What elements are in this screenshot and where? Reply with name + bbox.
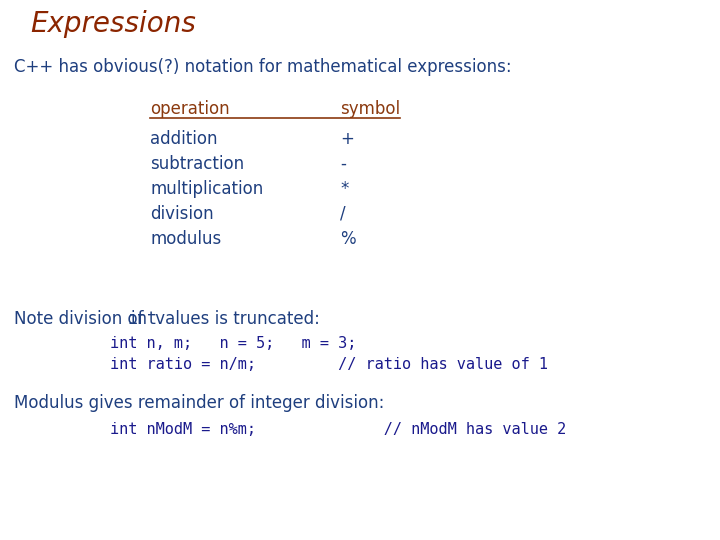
Text: -: -: [340, 155, 346, 173]
Text: multiplication: multiplication: [150, 180, 264, 198]
Text: int nModM = n%m;              // nModM has value 2: int nModM = n%m; // nModM has value 2: [110, 422, 566, 437]
Text: C++ has obvious(?) notation for mathematical expressions:: C++ has obvious(?) notation for mathemat…: [14, 58, 512, 76]
Text: division: division: [150, 205, 214, 223]
Text: %: %: [340, 230, 356, 248]
Text: subtraction: subtraction: [150, 155, 244, 173]
Text: +: +: [340, 130, 354, 148]
Text: Modulus gives remainder of integer division:: Modulus gives remainder of integer divis…: [14, 394, 384, 412]
Text: /: /: [340, 205, 346, 223]
Text: Expressions: Expressions: [30, 10, 196, 38]
Text: int: int: [128, 310, 158, 328]
Text: Note division of: Note division of: [14, 310, 149, 328]
Text: addition: addition: [150, 130, 217, 148]
Text: operation: operation: [150, 100, 230, 118]
Text: int n, m;   n = 5;   m = 3;: int n, m; n = 5; m = 3;: [110, 336, 356, 351]
Text: symbol: symbol: [340, 100, 400, 118]
Text: *: *: [340, 180, 348, 198]
Text: int ratio = n/m;         // ratio has value of 1: int ratio = n/m; // ratio has value of 1: [110, 357, 548, 372]
Text: values is truncated:: values is truncated:: [150, 310, 320, 328]
Text: modulus: modulus: [150, 230, 221, 248]
